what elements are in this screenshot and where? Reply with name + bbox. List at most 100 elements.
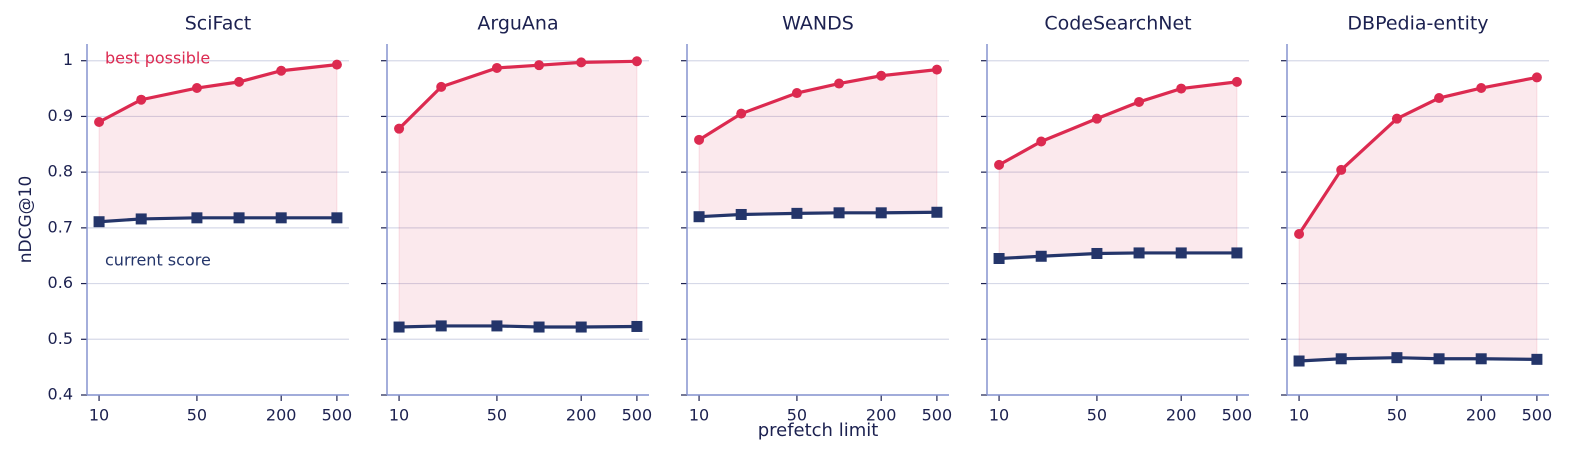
point xyxy=(1091,113,1102,124)
point xyxy=(135,213,147,225)
point xyxy=(876,70,887,81)
point xyxy=(1476,83,1487,94)
x-tick-label: 10 xyxy=(689,406,709,425)
x-tick-label: 500 xyxy=(1522,406,1553,425)
point xyxy=(191,212,203,224)
point xyxy=(931,64,942,75)
point xyxy=(1531,72,1542,83)
point xyxy=(631,320,643,332)
series-label: best possible xyxy=(105,49,210,68)
series-line xyxy=(1297,75,1538,235)
point xyxy=(1293,355,1305,367)
point xyxy=(94,117,105,127)
point xyxy=(1531,353,1543,365)
point xyxy=(994,159,1005,170)
point xyxy=(275,212,287,224)
series-line xyxy=(1298,356,1537,363)
x-tick-label: 500 xyxy=(1222,406,1253,425)
series-line xyxy=(399,324,637,329)
x-tick-label: 10 xyxy=(1289,406,1309,425)
point xyxy=(394,123,405,134)
y-tick-label: 1 xyxy=(63,50,73,69)
x-tick-label: 50 xyxy=(487,406,507,425)
point xyxy=(931,206,943,218)
point xyxy=(791,207,803,219)
series-line xyxy=(698,68,938,142)
series-label: current score xyxy=(105,251,211,270)
x-axis-label: prefetch limit xyxy=(758,420,879,441)
point xyxy=(693,211,705,223)
point xyxy=(1391,352,1403,364)
point xyxy=(576,57,587,68)
point xyxy=(491,62,502,73)
point xyxy=(1176,83,1187,94)
point xyxy=(435,320,447,332)
gap-band xyxy=(698,69,938,218)
x-tick-label: 500 xyxy=(622,406,653,425)
point xyxy=(534,60,545,71)
x-tick-label: 200 xyxy=(266,406,297,425)
point xyxy=(1036,136,1047,147)
x-tick-label: 50 xyxy=(1087,406,1107,425)
panel-title: WANDS xyxy=(782,13,854,35)
x-tick-label: 500 xyxy=(322,406,353,425)
point xyxy=(331,212,343,224)
x-tick-label: 10 xyxy=(989,406,1009,425)
series-line xyxy=(98,63,338,124)
point xyxy=(1475,353,1487,365)
panel-title: CodeSearchNet xyxy=(1044,13,1191,35)
point xyxy=(331,59,342,70)
y-tick-label: 0.7 xyxy=(48,217,73,236)
x-tick-label: 500 xyxy=(922,406,953,425)
point xyxy=(1134,96,1145,107)
point xyxy=(233,212,245,224)
series-line xyxy=(98,216,337,224)
point xyxy=(875,207,887,219)
point xyxy=(1433,353,1445,365)
panel-title: SciFact xyxy=(185,13,252,35)
point xyxy=(1294,228,1305,239)
y-tick-label: 0.5 xyxy=(48,329,73,348)
panel-title: ArguAna xyxy=(477,13,558,35)
point xyxy=(234,76,245,87)
point xyxy=(436,81,447,92)
point xyxy=(631,56,642,67)
point xyxy=(491,320,503,332)
point xyxy=(136,94,147,105)
point xyxy=(93,216,105,228)
x-tick-label: 10 xyxy=(389,406,409,425)
point xyxy=(575,321,587,333)
point xyxy=(1231,76,1242,87)
point xyxy=(533,321,545,333)
point xyxy=(393,321,405,333)
x-tick-label: 50 xyxy=(187,406,207,425)
point xyxy=(276,65,287,76)
point xyxy=(1035,250,1047,262)
x-tick-label: 200 xyxy=(1166,406,1197,425)
point xyxy=(736,108,747,119)
gap-band xyxy=(998,81,1238,260)
point xyxy=(791,88,802,99)
gap-band xyxy=(398,60,638,328)
point xyxy=(1335,353,1347,365)
y-tick-label: 0.4 xyxy=(48,385,73,404)
gap-band xyxy=(1298,76,1538,362)
point xyxy=(1434,93,1445,104)
x-tick-label: 200 xyxy=(866,406,897,425)
point xyxy=(834,78,845,89)
series-line xyxy=(998,251,1237,261)
y-tick-label: 0.8 xyxy=(48,162,73,181)
point xyxy=(735,208,747,220)
point xyxy=(1175,247,1187,259)
x-tick-label: 50 xyxy=(1387,406,1407,425)
panel-title: DBPedia-entity xyxy=(1347,13,1488,35)
x-tick-label: 200 xyxy=(1466,406,1497,425)
gap-band xyxy=(98,64,338,223)
point xyxy=(993,253,1005,264)
y-tick-label: 0.6 xyxy=(48,273,73,292)
series-line xyxy=(698,210,937,219)
point xyxy=(1336,164,1347,175)
series-line xyxy=(998,80,1238,167)
series-line xyxy=(397,59,637,130)
